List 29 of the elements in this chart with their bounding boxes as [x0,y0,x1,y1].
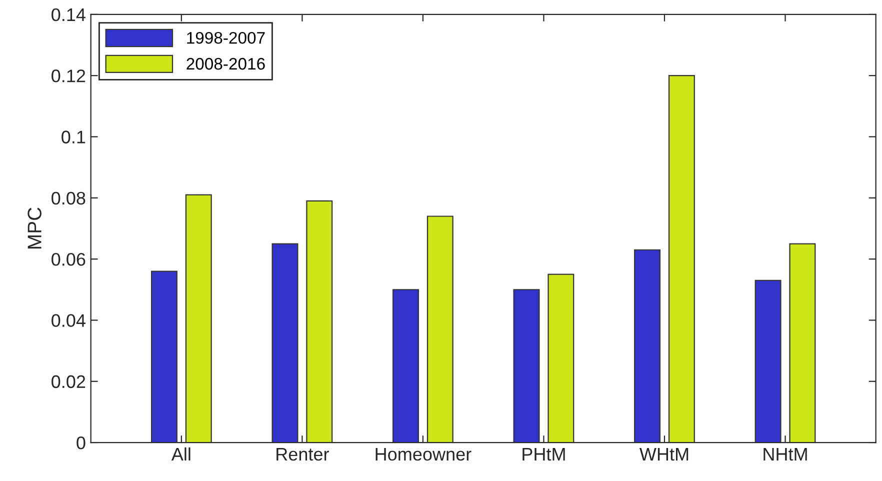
legend-label: 1998-2007 [187,32,265,44]
y-tick-label: 0.02 [52,375,86,388]
y-tick-label: 0.08 [52,192,86,205]
x-tick-label: Homeowner [376,448,472,461]
bar [548,274,574,443]
x-tick-label: All [171,447,190,460]
y-tick-label: 0.14 [52,8,86,22]
x-tick-label: PHtM [522,448,565,461]
x-tick-label: WHtM [639,448,688,461]
bar [426,216,454,443]
y-tick-label: 0 [76,436,86,450]
bar [185,194,212,443]
bar [754,280,782,443]
y-tick-label: 0.06 [52,252,86,266]
bar [634,249,661,443]
legend-label: 2008-2016 [186,58,265,70]
y-tick-label: 0.04 [52,314,86,327]
bar [392,289,419,443]
bar [150,270,178,443]
y-tick-label: 0.12 [52,70,86,82]
bar [306,200,333,443]
y-axis-title: MPC [28,208,42,248]
bar [789,243,816,443]
y-tick-label: 0.1 [62,130,86,144]
x-tick-label: NHtM [764,448,807,461]
x-tick-label: Renter [276,448,329,461]
bar [513,289,540,443]
bar [668,75,695,443]
bar [272,243,298,443]
